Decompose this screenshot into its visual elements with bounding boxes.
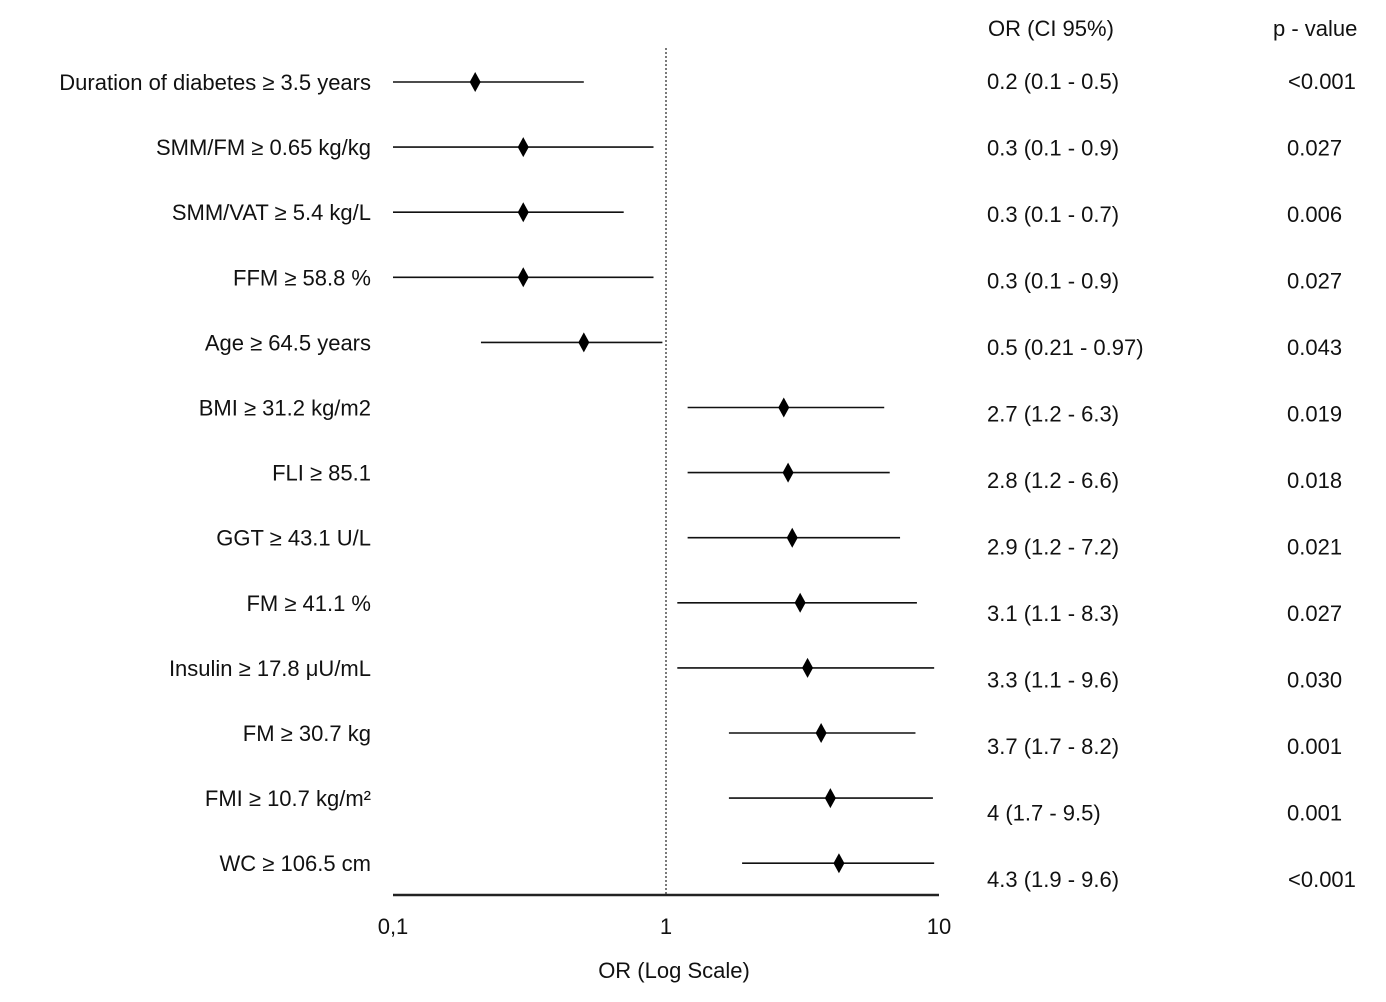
row-label: WC ≥ 106.5 cm (220, 851, 371, 876)
x-tick-label: 1 (660, 914, 672, 939)
p-value-text: 0.043 (1287, 335, 1342, 360)
p-value-text: <0.001 (1288, 69, 1356, 94)
p-value-text: 0.021 (1287, 535, 1342, 560)
forest-row: GGT ≥ 43.1 U/L 2.9 (1.2 - 7.2) 0.021 (216, 526, 1342, 560)
row-label: Duration of diabetes ≥ 3.5 years (59, 70, 371, 95)
or-ci-text: 2.9 (1.2 - 7.2) (987, 535, 1119, 560)
p-value-text: 0.006 (1287, 202, 1342, 227)
p-value-text: 0.001 (1287, 801, 1342, 826)
forest-row: WC ≥ 106.5 cm 4.3 (1.9 - 9.6) <0.001 (220, 851, 1356, 892)
or-ci-text: 3.3 (1.1 - 9.6) (987, 668, 1119, 693)
p-value-text: 0.018 (1287, 468, 1342, 493)
row-label: FMI ≥ 10.7 kg/m² (205, 786, 371, 811)
or-diamond-marker (802, 657, 814, 678)
or-ci-text: 4.3 (1.9 - 9.6) (987, 867, 1119, 892)
row-label: BMI ≥ 31.2 kg/m2 (199, 396, 371, 421)
row-label: FM ≥ 30.7 kg (243, 721, 371, 746)
forest-row: FM ≥ 41.1 % 3.1 (1.1 - 8.3) 0.027 (246, 591, 1342, 626)
or-ci-text: 4 (1.7 - 9.5) (987, 801, 1101, 826)
or-diamond-marker (517, 137, 529, 158)
or-diamond-marker (794, 592, 806, 613)
x-tick-label: 10 (927, 914, 951, 939)
row-label: FLI ≥ 85.1 (272, 461, 371, 486)
p-value-text: 0.019 (1287, 402, 1342, 427)
or-diamond-marker (517, 267, 529, 288)
forest-row: SMM/VAT ≥ 5.4 kg/L 0.3 (0.1 - 0.7) 0.006 (172, 200, 1342, 227)
or-ci-text: 0.3 (0.1 - 0.9) (987, 136, 1119, 161)
or-diamond-marker (824, 788, 836, 809)
p-value-text: 0.027 (1287, 601, 1342, 626)
row-label: FM ≥ 41.1 % (246, 591, 371, 616)
or-ci-text: 0.2 (0.1 - 0.5) (987, 69, 1119, 94)
or-column-header: OR (CI 95%) (988, 16, 1114, 41)
x-tick-label: 0,1 (378, 914, 409, 939)
forest-row: FM ≥ 30.7 kg 3.7 (1.7 - 8.2) 0.001 (243, 721, 1342, 759)
or-diamond-marker (782, 462, 794, 483)
forest-row: SMM/FM ≥ 0.65 kg/kg 0.3 (0.1 - 0.9) 0.027 (156, 135, 1342, 160)
p-column-header: p - value (1273, 16, 1357, 41)
p-value-text: <0.001 (1288, 867, 1356, 892)
or-ci-text: 0.5 (0.21 - 0.97) (987, 335, 1144, 360)
forest-row: Age ≥ 64.5 years 0.5 (0.21 - 0.97) 0.043 (205, 330, 1342, 360)
row-label: Age ≥ 64.5 years (205, 330, 371, 355)
p-value-text: 0.001 (1287, 734, 1342, 759)
forest-row: FLI ≥ 85.1 2.8 (1.2 - 6.6) 0.018 (272, 461, 1342, 493)
row-label: GGT ≥ 43.1 U/L (216, 526, 371, 551)
or-diamond-marker (786, 527, 798, 548)
or-diamond-marker (469, 72, 481, 92)
or-ci-text: 3.1 (1.1 - 8.3) (987, 601, 1119, 626)
row-label: SMM/FM ≥ 0.65 kg/kg (156, 135, 371, 160)
or-ci-text: 2.8 (1.2 - 6.6) (987, 468, 1119, 493)
row-label: FFM ≥ 58.8 % (233, 265, 371, 290)
forest-row: BMI ≥ 31.2 kg/m2 2.7 (1.2 - 6.3) 0.019 (199, 396, 1342, 427)
forest-row: Duration of diabetes ≥ 3.5 years 0.2 (0.1… (59, 69, 1356, 95)
p-value-text: 0.027 (1287, 269, 1342, 294)
or-diamond-marker (517, 202, 529, 223)
or-ci-text: 3.7 (1.7 - 8.2) (987, 734, 1119, 759)
row-label: Insulin ≥ 17.8 μU/mL (169, 656, 371, 681)
row-label: SMM/VAT ≥ 5.4 kg/L (172, 200, 371, 225)
or-ci-text: 2.7 (1.2 - 6.3) (987, 402, 1119, 427)
forest-row: FFM ≥ 58.8 % 0.3 (0.1 - 0.9) 0.027 (233, 265, 1342, 293)
or-diamond-marker (815, 723, 827, 743)
or-diamond-marker (578, 332, 590, 353)
p-value-text: 0.027 (1287, 136, 1342, 161)
x-axis-label: OR (Log Scale) (598, 958, 750, 983)
or-diamond-marker (778, 397, 790, 418)
p-value-text: 0.030 (1287, 668, 1342, 693)
or-ci-text: 0.3 (0.1 - 0.7) (987, 202, 1119, 227)
or-diamond-marker (833, 853, 845, 874)
forest-row: FMI ≥ 10.7 kg/m² 4 (1.7 - 9.5) 0.001 (205, 786, 1342, 825)
or-ci-text: 0.3 (0.1 - 0.9) (987, 269, 1119, 294)
forest-row: Insulin ≥ 17.8 μU/mL 3.3 (1.1 - 9.6) 0.030 (169, 656, 1342, 693)
